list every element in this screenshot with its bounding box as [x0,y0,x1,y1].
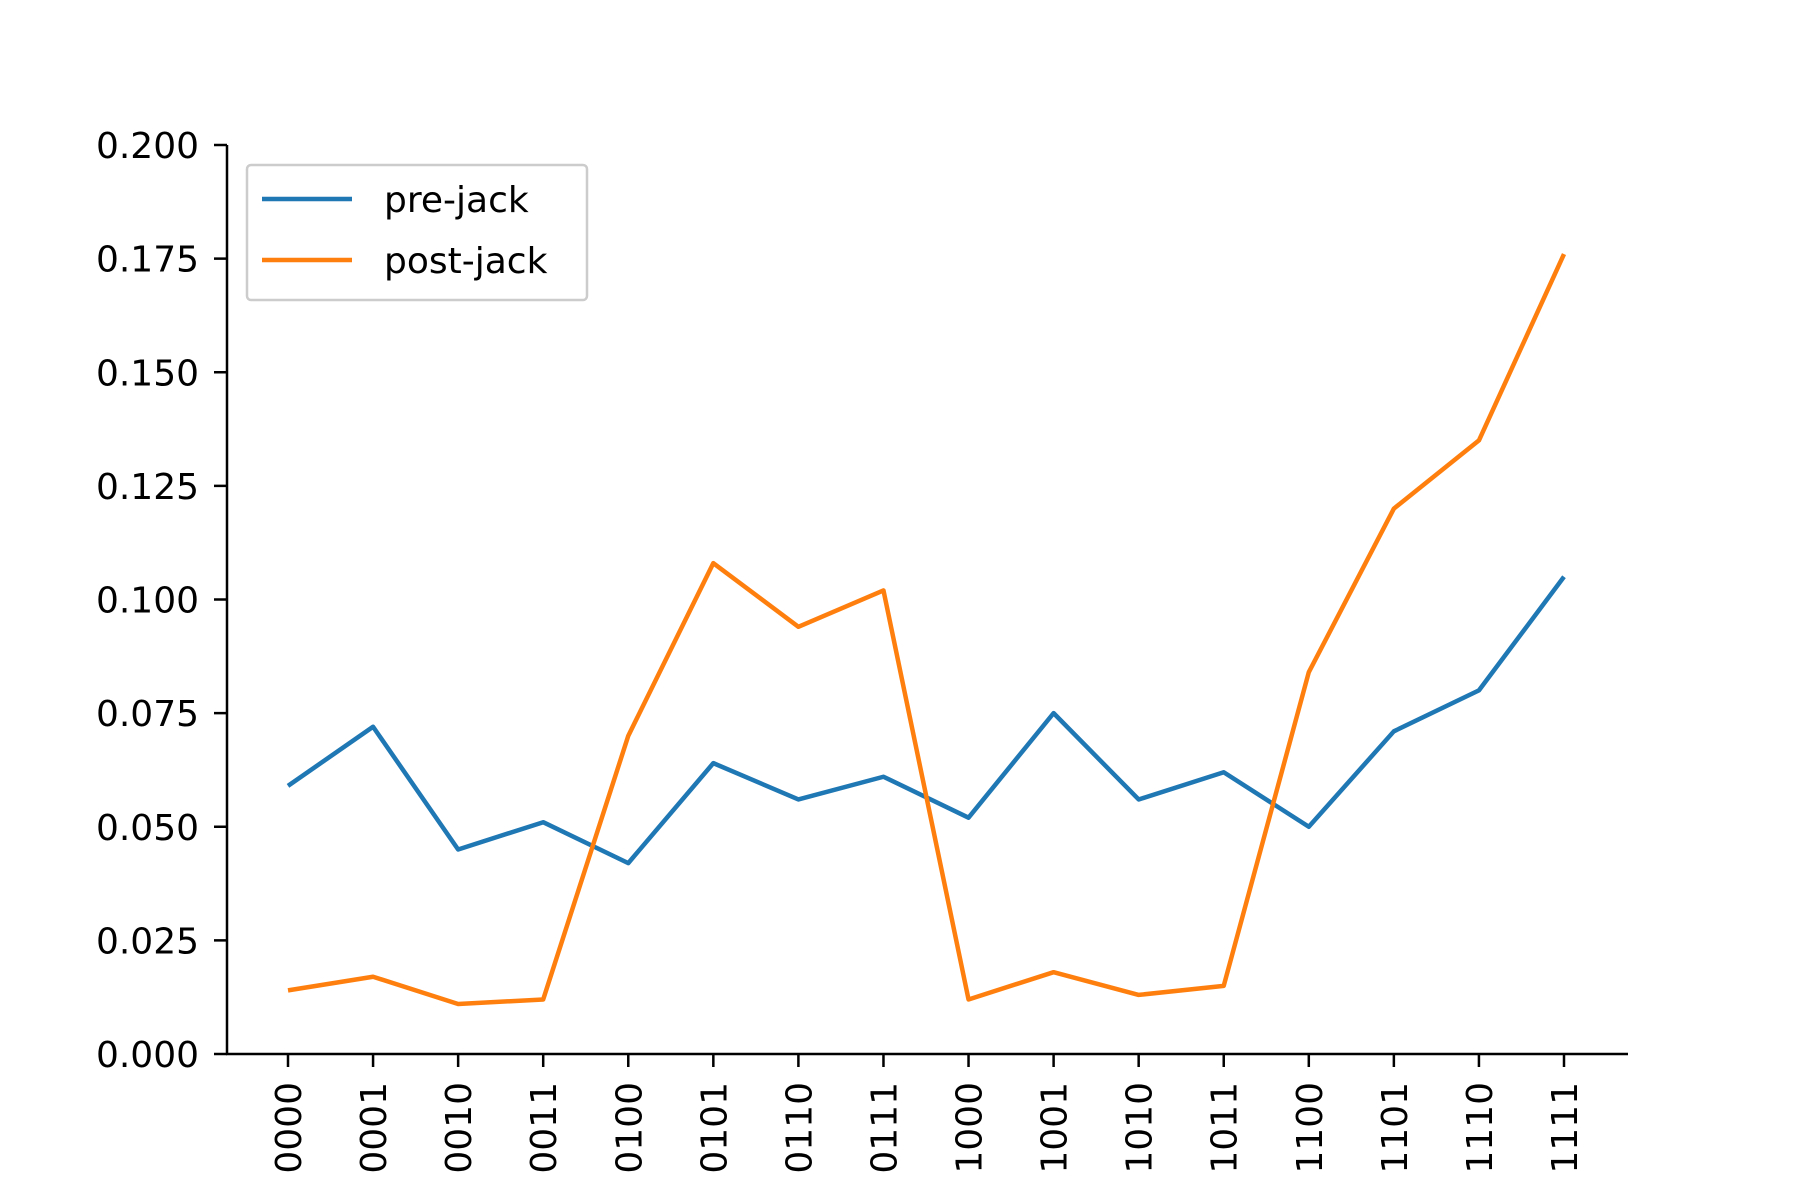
y-tick-label: 0.125 [96,467,199,508]
x-tick-label: 1101 [1375,1082,1416,1174]
x-tick-label: 0001 [354,1082,395,1174]
x-tick-label: 0010 [439,1082,480,1174]
x-tick-label: 1011 [1205,1082,1246,1174]
x-tick-label: 1010 [1120,1082,1161,1174]
y-axis-ticks: 0.000 0.025 0.050 0.075 0.100 0.125 0.150 0.175… [96,126,227,1076]
x-tick-label: 1001 [1035,1082,1076,1174]
x-tick-label: 0011 [524,1082,565,1174]
legend-label-pre-jack: pre-jack [384,180,529,221]
x-tick-label: 1100 [1290,1082,1331,1174]
x-tick-label: 0101 [694,1082,735,1174]
y-tick-label: 0.150 [96,353,199,394]
y-tick-label: 0.025 [96,921,199,962]
y-tick-label: 0.050 [96,808,199,849]
x-axis-ticks: 0000 0001 0010 0011 0100 0101 0110 0111 1000 1001… [269,1054,1586,1174]
series-line-post-jack [287,253,1567,1007]
x-tick-label: 1111 [1545,1082,1586,1174]
x-tick-label: 0110 [779,1082,820,1174]
series-lines [286,253,1567,1007]
x-tick-label: 1110 [1460,1082,1501,1174]
x-tick-label: 0100 [609,1082,650,1174]
legend-label-post-jack: post-jack [384,241,548,282]
x-tick-label: 1000 [950,1082,991,1174]
y-tick-label: 0.000 [96,1035,199,1076]
y-tick-label: 0.100 [96,581,199,622]
x-tick-label: 0111 [864,1082,905,1174]
series-line-pre-jack [286,575,1566,866]
legend: pre-jack post-jack [245,163,589,302]
y-tick-label: 0.175 [96,240,199,281]
y-tick-label: 0.075 [96,694,199,735]
y-tick-label: 0.200 [96,126,199,167]
x-tick-label: 0000 [269,1082,310,1174]
